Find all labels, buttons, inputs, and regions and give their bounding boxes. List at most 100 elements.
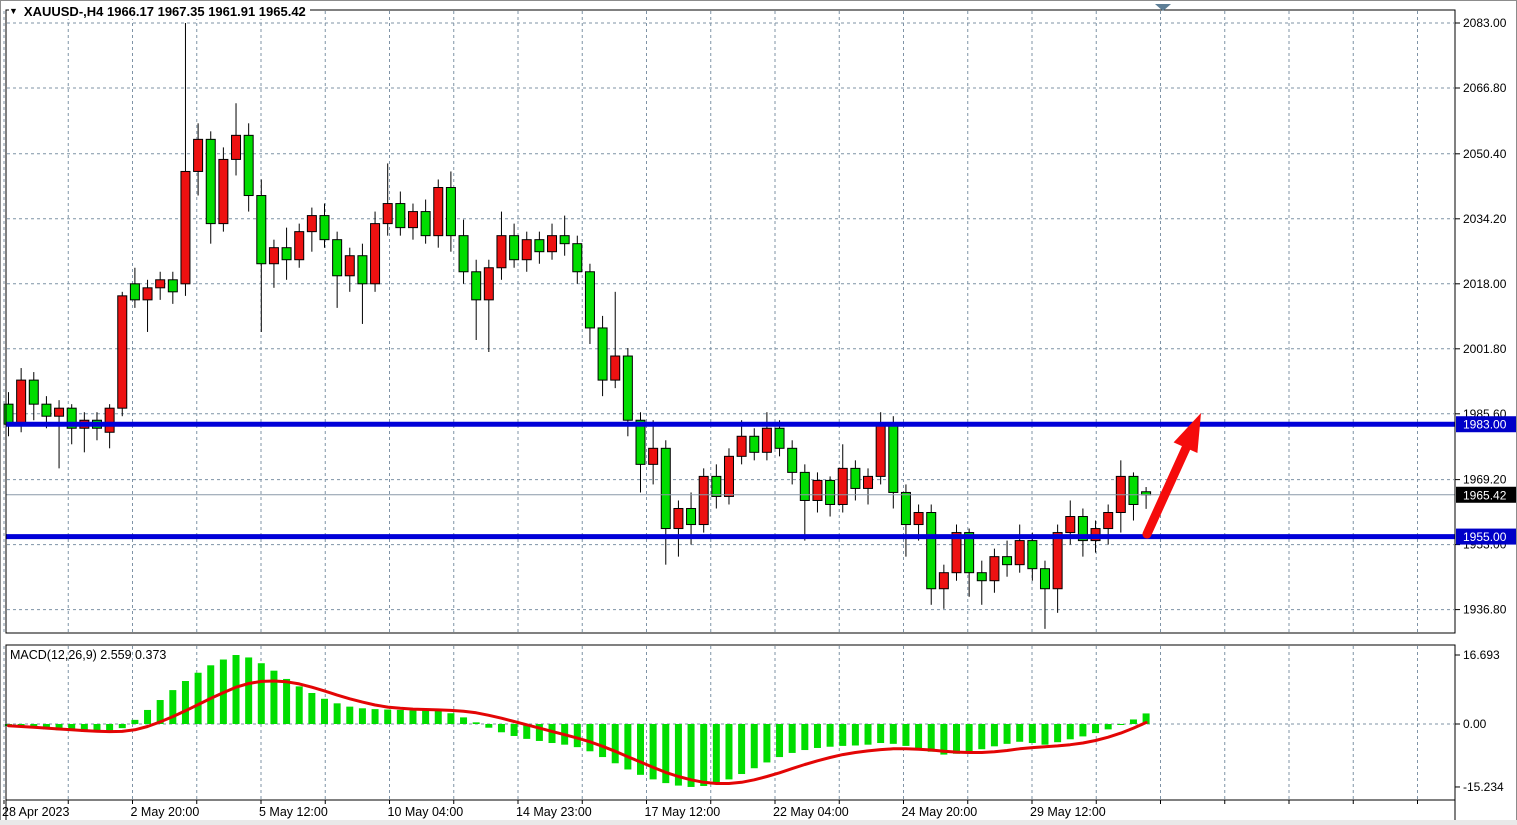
- candle-body: [104, 407, 115, 433]
- candle-body: [1027, 540, 1038, 570]
- macd-histogram-bar: [1129, 719, 1137, 724]
- candle-body: [3, 403, 14, 425]
- candle-body: [167, 279, 178, 293]
- candle-body: [129, 283, 140, 301]
- macd-histogram-bar: [776, 724, 784, 758]
- price-axis-label: 2001.80: [1463, 342, 1507, 356]
- candle-body: [445, 187, 456, 237]
- candle-body: [521, 239, 532, 261]
- candle-body: [610, 355, 621, 381]
- macd-histogram-bar: [131, 719, 139, 724]
- macd-histogram-bar: [940, 724, 948, 755]
- macd-histogram-bar: [1054, 724, 1062, 743]
- macd-histogram-bar: [649, 724, 657, 780]
- candle-body: [812, 479, 823, 501]
- macd-histogram-bar: [384, 709, 392, 724]
- macd-histogram-bar: [156, 700, 164, 724]
- support-price-label-text: 1955.00: [1463, 530, 1507, 544]
- macd-histogram-bar: [965, 724, 973, 752]
- macd-histogram-bar: [93, 724, 101, 733]
- main-pane-frame: [5, 9, 1456, 634]
- macd-histogram-bar: [169, 690, 177, 724]
- macd-histogram-bar: [738, 724, 746, 775]
- candle-body: [281, 247, 292, 261]
- candle-body: [635, 419, 646, 465]
- candle-body: [117, 295, 128, 409]
- candle-body: [534, 239, 545, 253]
- candle-body: [41, 403, 52, 417]
- candle-body: [205, 138, 216, 225]
- macd-histogram-bar: [700, 724, 708, 787]
- time-axis-label: 17 May 12:00: [645, 805, 721, 819]
- macd-histogram-bar: [194, 672, 202, 724]
- macd-histogram-bar: [725, 724, 733, 780]
- macd-histogram-bar: [485, 724, 493, 728]
- candle-body: [799, 471, 810, 501]
- candle-body: [572, 243, 583, 273]
- candle-body: [142, 287, 153, 301]
- macd-histogram-bar: [510, 724, 518, 736]
- macd-histogram-bar: [1079, 724, 1087, 737]
- macd-axis-label: 0.00: [1463, 717, 1487, 731]
- candle-body: [938, 572, 949, 590]
- macd-histogram-bar: [573, 724, 581, 748]
- candle-body: [736, 435, 747, 457]
- candle-body: [1103, 512, 1114, 530]
- time-axis-label: 24 May 20:00: [902, 805, 978, 819]
- current-price-label-text: 1965.42: [1463, 488, 1507, 502]
- candle-body: [231, 134, 242, 160]
- candle-body: [496, 235, 507, 269]
- trend-arrow-head[interactable]: [1173, 413, 1201, 453]
- macd-histogram-bar: [1142, 713, 1150, 724]
- candle-body: [155, 279, 166, 289]
- macd-histogram-bar: [1003, 724, 1011, 744]
- macd-histogram-bar: [245, 657, 253, 724]
- candle-body: [218, 158, 229, 225]
- candle-body: [243, 134, 254, 197]
- candle-body: [382, 203, 393, 225]
- macd-histogram-bar: [283, 678, 291, 724]
- macd-histogram-bar: [207, 665, 215, 724]
- macd-histogram-bar: [144, 709, 152, 724]
- candle-body: [1128, 475, 1139, 505]
- macd-histogram-bar: [877, 724, 885, 744]
- macd-histogram-bar: [422, 709, 430, 724]
- candle-body: [787, 447, 798, 473]
- time-axis-label: 29 May 12:00: [1030, 805, 1106, 819]
- candle-body: [268, 247, 279, 265]
- macd-histogram-bar: [763, 724, 771, 763]
- candle-body: [370, 223, 381, 285]
- macd-histogram-bar: [371, 709, 379, 724]
- macd-histogram-bar: [55, 724, 63, 731]
- candle-body: [622, 355, 633, 421]
- macd-histogram-bar: [813, 724, 821, 748]
- candle-body: [294, 231, 305, 261]
- macd-histogram-bar: [434, 710, 442, 724]
- candle-body: [761, 427, 772, 453]
- candle-body: [976, 572, 987, 582]
- candle-body: [483, 267, 494, 301]
- time-axis-label: 5 May 12:00: [259, 805, 328, 819]
- candle-body: [559, 235, 570, 245]
- resistance-price-label-box: [1456, 416, 1516, 433]
- macd-indicator-label: MACD(12,26,9) 2.559 0.373: [10, 648, 167, 662]
- macd-histogram-bar: [257, 663, 265, 724]
- macd-histogram-bar: [801, 724, 809, 751]
- candle-body: [597, 327, 608, 381]
- macd-histogram-bar: [1066, 724, 1074, 740]
- macd-histogram-bar: [346, 706, 354, 724]
- chart-shift-marker-icon: [1155, 4, 1171, 11]
- macd-histogram-bar: [358, 708, 366, 724]
- candle-body: [850, 467, 861, 489]
- macd-histogram-bar: [181, 681, 189, 724]
- candle-body: [774, 427, 785, 449]
- candle-body: [420, 211, 431, 237]
- candle-body: [673, 507, 684, 530]
- candle-body: [900, 491, 911, 526]
- resistance-price-label-text: 1983.00: [1463, 418, 1507, 432]
- macd-signal-line: [7, 679, 1148, 785]
- trend-arrow-shaft[interactable]: [1142, 443, 1191, 539]
- macd-histogram-bar: [611, 724, 619, 764]
